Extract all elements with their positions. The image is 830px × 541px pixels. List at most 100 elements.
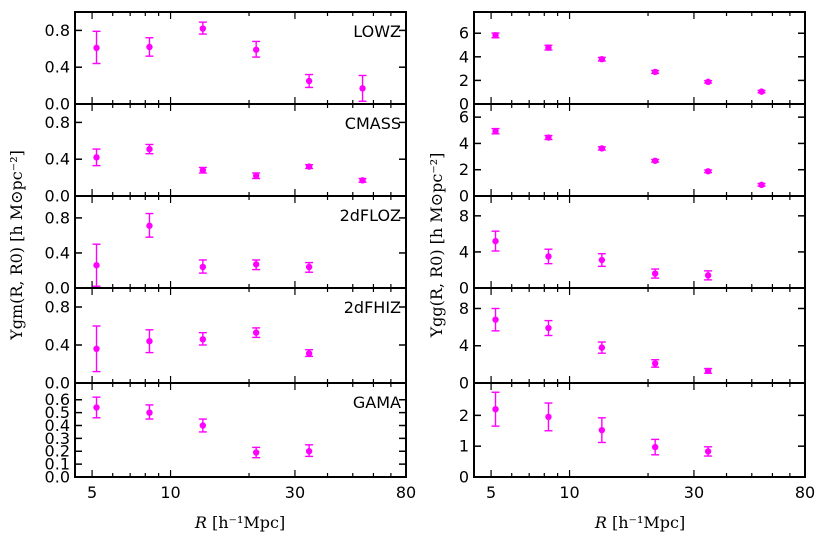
data-marker — [598, 426, 606, 434]
data-point — [145, 329, 154, 354]
panel-gm-5: 0.00.10.20.30.40.50.6 GAMA — [45, 382, 407, 487]
data-marker — [146, 222, 153, 229]
data-marker — [199, 167, 207, 174]
data-marker — [305, 350, 313, 357]
panel-label-2dfhiz: 2dFHIZ — [344, 298, 401, 317]
data-point — [704, 367, 713, 375]
data-marker — [305, 448, 313, 455]
data-marker — [545, 253, 552, 260]
y-tick-label: 0 — [459, 468, 469, 487]
panel-gm-2: 0.0 0.4 0.8 CMASS — [45, 103, 407, 206]
y-tick-label: 0.4 — [45, 416, 70, 435]
data-point — [597, 341, 606, 354]
data-marker — [359, 85, 366, 92]
y-tick-label: 0.4 — [45, 58, 70, 77]
data-marker — [199, 422, 207, 429]
data-point — [92, 325, 101, 373]
data-point — [544, 44, 553, 51]
panel-gm-1: 0.0 0.4 0.8 LOWZ — [45, 11, 407, 114]
data-marker — [545, 134, 552, 141]
data-marker — [252, 46, 260, 53]
y-tick-label: 0.0 — [45, 468, 70, 487]
data-point — [651, 68, 660, 76]
data-marker — [651, 157, 659, 164]
y-tick-label: 2 — [459, 406, 469, 425]
y-tick-label: 0.0 — [45, 187, 70, 206]
data-marker — [199, 25, 207, 32]
data-marker — [704, 448, 712, 455]
y-tick-label: 4 — [459, 336, 469, 355]
x-tick-label: 30 — [285, 483, 305, 502]
data-point — [491, 127, 500, 135]
data-point — [544, 402, 553, 432]
data-point — [252, 40, 261, 58]
y-tick-label: 0.0 — [45, 374, 70, 393]
data-point — [491, 230, 500, 252]
panel-label-cmass: CMASS — [345, 114, 401, 133]
data-marker — [359, 177, 366, 184]
data-marker — [146, 338, 153, 345]
data-marker — [252, 329, 260, 336]
data-point — [305, 261, 314, 273]
data-point — [358, 74, 367, 102]
x-tick-label: 5 — [486, 483, 496, 502]
data-marker — [146, 43, 153, 51]
data-point — [757, 181, 766, 189]
x-axis-label-r: R — [594, 513, 607, 532]
data-marker — [651, 270, 659, 277]
y-tick-label: 8 — [459, 206, 469, 225]
data-marker — [199, 336, 207, 343]
x-tick-label: 80 — [795, 483, 815, 502]
data-point — [198, 21, 207, 35]
y-tick-label: 0 — [459, 95, 469, 114]
panel-gm-4: 0.0 0.4 0.8 2dFHIZ — [45, 287, 407, 393]
y-tick-label: 4 — [459, 242, 469, 261]
data-marker — [704, 272, 712, 279]
data-point — [544, 248, 553, 265]
data-point — [651, 359, 660, 368]
y-tick-label: 0 — [459, 187, 469, 206]
data-marker — [305, 263, 313, 271]
data-marker — [146, 145, 153, 153]
x-axis-label: R [h⁻¹Mpc] — [194, 513, 285, 532]
data-point — [651, 157, 660, 164]
panel-gm-3: 0.0 0.4 0.8 2dFLOZ — [45, 195, 407, 298]
data-marker — [93, 154, 100, 161]
y-tick-label: 0.4 — [45, 336, 70, 355]
data-marker — [651, 443, 659, 451]
panel-label-gama: GAMA — [353, 393, 401, 412]
y-tick-label: 0.8 — [45, 298, 70, 317]
data-point — [597, 253, 606, 268]
y-tick-label: 4 — [459, 47, 469, 66]
panel-frame — [473, 11, 806, 105]
data-marker — [598, 55, 606, 63]
y-tick-label: 0.8 — [45, 208, 70, 227]
data-point — [358, 177, 367, 184]
y-tick-label: 6 — [459, 24, 469, 43]
data-marker — [93, 44, 100, 52]
data-point — [651, 438, 660, 456]
data-marker — [252, 261, 260, 268]
data-marker — [545, 324, 552, 332]
panel-frame — [473, 287, 806, 384]
data-marker — [545, 413, 552, 421]
x-tick-label: 80 — [396, 483, 416, 502]
x-tick-label: 5 — [87, 483, 97, 502]
data-marker — [598, 256, 606, 264]
y-tick-label: 6 — [459, 108, 469, 127]
data-marker — [252, 172, 260, 179]
y-axis-label-gg: Υgg(R, R0) [h M⊙pc⁻²] — [427, 153, 446, 339]
y-tick-label: 0.2 — [45, 442, 70, 461]
y-axis-label-gm: Υgm(R, R0) [h M⊙pc⁻²] — [7, 150, 26, 341]
y-tick-label: 2 — [459, 160, 469, 179]
y-tick-label: 0.0 — [45, 95, 70, 114]
data-marker — [492, 128, 499, 135]
data-point — [145, 143, 154, 155]
data-marker — [492, 32, 499, 39]
data-point — [757, 88, 766, 95]
y-tick-label: 0.3 — [45, 429, 70, 448]
data-marker — [492, 405, 499, 413]
panel-frame — [74, 382, 407, 478]
